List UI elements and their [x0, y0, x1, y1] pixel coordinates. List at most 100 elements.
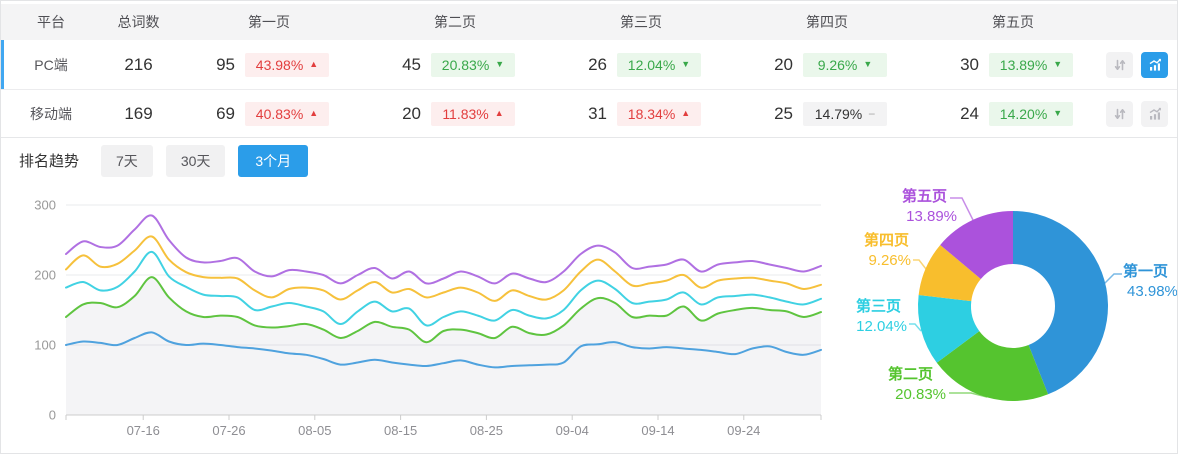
- page3-cell: 26 12.04% ▼: [548, 52, 734, 77]
- col-header-page3: 第三页: [620, 14, 662, 30]
- label-leader-line: [950, 197, 974, 221]
- x-axis-label: 09-24: [727, 423, 760, 438]
- col-header-page2: 第二页: [434, 14, 476, 30]
- donut-label-percent: 12.04%: [856, 318, 907, 335]
- percent-badge-down: 12.04% ▼: [617, 52, 701, 77]
- page5-cell: 24 14.20% ▼: [920, 101, 1106, 126]
- donut-slice-第五页[interactable]: [940, 211, 1013, 280]
- down-triangle-icon: ▼: [1053, 59, 1063, 69]
- y-axis-label: 300: [34, 198, 56, 213]
- percent-badge-up: 11.83% ▲: [431, 101, 515, 126]
- range-tab-3个月[interactable]: 3个月: [238, 144, 309, 177]
- page1-cell: 95 43.98% ▲: [176, 52, 362, 77]
- down-triangle-icon: ▼: [681, 59, 691, 69]
- selected-row-accent: [1, 40, 4, 89]
- col-header-platform: 平台: [37, 14, 65, 30]
- down-triangle-icon: ▼: [495, 59, 505, 69]
- x-axis-label: 09-04: [556, 423, 589, 438]
- page3-cell: 31 18.34% ▲: [548, 101, 734, 126]
- sort-arrows-button[interactable]: [1106, 100, 1133, 127]
- x-axis-label: 08-15: [384, 423, 417, 438]
- col-header-page5: 第五页: [992, 14, 1034, 30]
- down-triangle-icon: ▼: [863, 59, 873, 69]
- x-axis-label: 07-16: [127, 423, 160, 438]
- donut-label-name: 第三页: [856, 297, 901, 315]
- platform-label: 移动端: [30, 105, 72, 122]
- y-axis-label: 200: [34, 268, 56, 283]
- donut-label-percent: 9.26%: [868, 252, 911, 269]
- donut-label-percent: 20.83%: [895, 386, 946, 403]
- charts-area: 爱站网 07-16 07-26 08-05 08-15 08-25 09-04 09-14 09…: [1, 183, 1177, 453]
- trend-title: 排名趋势: [19, 153, 80, 170]
- page2-cell: 45 20.83% ▼: [362, 52, 548, 77]
- platform-label: PC端: [34, 56, 68, 73]
- label-leader-line: [1101, 273, 1122, 287]
- col-header-total-words: 总词数: [117, 14, 160, 30]
- donut-slice-第二页[interactable]: [936, 331, 1049, 401]
- percent-badge-up: 40.83% ▲: [245, 101, 329, 126]
- page5-cell: 30 13.89% ▼: [920, 52, 1106, 77]
- trend-toolbar: 排名趋势 7天 30天 3个月: [1, 138, 1177, 183]
- page-count: 25: [774, 103, 793, 123]
- percent-badge-down: 13.89% ▼: [989, 52, 1073, 77]
- y-axis-label: 100: [34, 338, 56, 353]
- total-words-value: 216: [124, 54, 153, 74]
- col-header-page1: 第一页: [248, 14, 290, 30]
- up-triangle-icon: ▲: [681, 108, 691, 118]
- down-triangle-icon: ▼: [1053, 108, 1063, 118]
- page-count: 45: [402, 54, 421, 74]
- table-row-移动端[interactable]: 移动端 169 69 40.83% ▲ 20 11.83% ▲ 31 18.34% ▲ 25 14.79…: [1, 90, 1177, 138]
- range-tabs: 7天 30天 3个月: [101, 144, 309, 177]
- page-count: 20: [402, 103, 421, 123]
- series-line-第四页: [65, 235, 822, 302]
- percent-badge-up: 43.98% ▲: [245, 52, 329, 77]
- series-line-第三页: [65, 250, 822, 327]
- table-row-PC端[interactable]: PC端 216 95 43.98% ▲ 45 20.83% ▼ 26 12.04% ▼ 20 9.26%…: [1, 40, 1177, 90]
- page-distribution-donut: 第一页 43.98% 第二页 20.83% 第三页 12.04% 第四页 9.26% 第五页 13…: [856, 187, 1177, 403]
- col-header-page4: 第四页: [806, 14, 848, 30]
- row-actions: [1106, 51, 1177, 78]
- x-axis-label: 08-25: [470, 423, 503, 438]
- page-count: 30: [960, 54, 979, 74]
- percent-badge-down: 14.20% ▼: [989, 101, 1073, 126]
- table-header: 平台 总词数 第一页 第二页 第三页 第四页 第五页: [1, 4, 1177, 40]
- donut-slice-第四页[interactable]: [918, 244, 981, 302]
- show-trend-chart-button[interactable]: [1141, 100, 1168, 127]
- label-leader-line: [913, 259, 927, 270]
- label-leader-line: [949, 392, 988, 398]
- area-fill: [66, 277, 821, 415]
- range-tab-30天[interactable]: 30天: [165, 144, 226, 177]
- svg-text:爱站网: 爱站网: [367, 286, 499, 330]
- watermark: 爱站网: [323, 286, 499, 330]
- range-tab-7天[interactable]: 7天: [101, 144, 153, 177]
- percent-badge-flat: 14.79% −: [803, 101, 887, 126]
- donut-label-name: 第四页: [864, 231, 909, 249]
- dash-icon: −: [868, 106, 876, 121]
- y-axis-label: 0: [49, 408, 56, 423]
- percent-badge-down: 20.83% ▼: [431, 52, 515, 77]
- donut-label-name: 第一页: [1123, 262, 1168, 280]
- series-line-第二页: [65, 276, 822, 344]
- up-triangle-icon: ▲: [494, 108, 504, 118]
- total-words-value: 169: [124, 103, 153, 123]
- up-triangle-icon: ▲: [309, 59, 319, 69]
- row-actions: [1106, 100, 1177, 127]
- label-leader-line: [909, 323, 922, 332]
- page-count: 26: [588, 54, 607, 74]
- page4-cell: 20 9.26% ▼: [734, 52, 920, 77]
- page-count: 95: [216, 54, 235, 74]
- show-trend-chart-button[interactable]: [1141, 51, 1168, 78]
- page-count: 31: [588, 103, 607, 123]
- page-count: 24: [960, 103, 979, 123]
- donut-slice-第三页[interactable]: [918, 294, 980, 363]
- x-axis-label: 08-05: [298, 423, 331, 438]
- series-line-第五页: [65, 214, 822, 285]
- sort-arrows-button[interactable]: [1106, 51, 1133, 78]
- table-body: PC端 216 95 43.98% ▲ 45 20.83% ▼ 26 12.04% ▼ 20 9.26%…: [1, 40, 1177, 138]
- donut-slice-第一页[interactable]: [1013, 211, 1108, 395]
- page4-cell: 25 14.79% −: [734, 101, 920, 126]
- donut-label-name: 第二页: [888, 365, 933, 383]
- page-count: 69: [216, 103, 235, 123]
- x-axis-label: 07-26: [212, 423, 245, 438]
